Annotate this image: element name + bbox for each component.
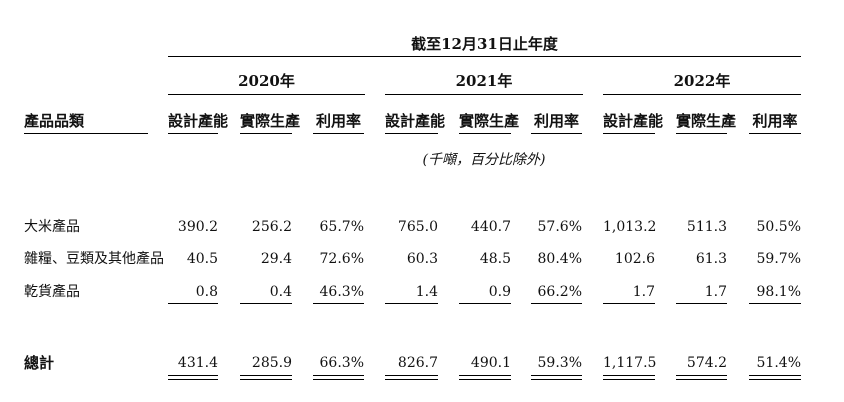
subtotal-underline <box>676 303 727 304</box>
year-header-2020: 2020年 <box>238 72 295 90</box>
column-header: 實際生產 <box>676 112 737 130</box>
total-cell: 574.2 <box>686 355 727 371</box>
total-cell: 51.4% <box>756 355 801 371</box>
subtotal-underline <box>531 303 582 304</box>
column-header-underline <box>240 133 292 134</box>
table-cell: 390.2 <box>177 219 218 235</box>
table-cell: 0.8 <box>195 284 218 300</box>
column-header: 設計產能 <box>603 112 664 130</box>
category-header-underline <box>24 133 148 134</box>
column-header: 實際生產 <box>459 112 520 130</box>
table-cell: 511.3 <box>686 219 727 235</box>
column-header-underline <box>531 133 582 134</box>
subtotal-underline <box>385 303 438 304</box>
total-cell: 826.7 <box>397 355 438 371</box>
total-double-underline <box>676 375 727 380</box>
column-header: 利用率 <box>752 112 798 130</box>
total-label: 總計 <box>24 354 55 372</box>
column-header-underline <box>676 133 727 134</box>
year-header-2021: 2021年 <box>455 72 513 90</box>
subtotal-underline <box>168 303 218 304</box>
table-cell: 48.5 <box>479 251 511 267</box>
table-cell: 1.7 <box>632 284 655 300</box>
column-header: 利用率 <box>533 112 579 130</box>
year-underline-2021 <box>385 94 583 95</box>
column-header: 設計產能 <box>385 112 446 130</box>
unit-note: (千噸，百分比除外) <box>422 152 546 168</box>
total-cell: 285.9 <box>251 355 292 371</box>
table-cell: 440.7 <box>470 219 511 235</box>
column-header-underline <box>603 133 655 134</box>
column-header-underline <box>385 133 438 134</box>
year-underline-2020 <box>168 94 365 95</box>
table-cell: 60.3 <box>406 251 438 267</box>
table-cell: 66.2% <box>537 284 582 300</box>
total-double-underline <box>313 375 364 380</box>
total-double-underline <box>603 375 655 380</box>
table-title: 截至12月31日止年度 <box>411 35 558 53</box>
total-cell: 490.1 <box>470 355 511 371</box>
title-underline <box>168 56 801 57</box>
column-header-underline <box>459 133 511 134</box>
year-header-2022: 2022年 <box>673 72 731 90</box>
total-cell: 66.3% <box>319 355 364 371</box>
column-header: 實際生產 <box>240 112 301 130</box>
year-underline-2022 <box>603 94 801 95</box>
table-cell: 29.4 <box>260 251 292 267</box>
table-cell: 40.5 <box>186 251 218 267</box>
table-cell: 50.5% <box>756 219 801 235</box>
column-header-underline <box>168 133 218 134</box>
subtotal-underline <box>603 303 655 304</box>
column-header-underline <box>313 133 364 134</box>
subtotal-underline <box>240 303 292 304</box>
table-cell: 57.6% <box>537 219 582 235</box>
category-header: 產品品類 <box>24 112 85 130</box>
table-cell: 46.3% <box>319 284 364 300</box>
total-double-underline <box>459 375 511 380</box>
subtotal-underline <box>313 303 364 304</box>
column-header-underline <box>749 133 801 134</box>
total-double-underline <box>749 375 801 380</box>
column-header: 設計產能 <box>168 112 229 130</box>
total-cell: 431.4 <box>177 355 218 371</box>
table-cell: 1,013.2 <box>603 219 657 235</box>
table-cell: 80.4% <box>537 251 582 267</box>
table-cell: 102.6 <box>614 251 655 267</box>
total-double-underline <box>168 375 218 380</box>
table-cell: 72.6% <box>319 251 364 267</box>
table-cell: 61.3 <box>695 251 727 267</box>
table-cell: 1.4 <box>415 284 438 300</box>
table-cell: 59.7% <box>756 251 801 267</box>
row-label: 大米產品 <box>24 219 80 235</box>
row-label: 乾貨產品 <box>24 284 80 300</box>
total-double-underline <box>385 375 438 380</box>
row-label: 雜糧、豆類及其他產品 <box>24 251 164 267</box>
table-cell: 65.7% <box>319 219 364 235</box>
table-cell: 765.0 <box>397 219 438 235</box>
total-double-underline <box>240 375 292 380</box>
subtotal-underline <box>749 303 801 304</box>
total-double-underline <box>531 375 582 380</box>
table-cell: 0.4 <box>269 284 292 300</box>
table-cell: 1.7 <box>704 284 727 300</box>
column-header: 利用率 <box>315 112 361 130</box>
table-cell: 0.9 <box>488 284 511 300</box>
total-cell: 59.3% <box>537 355 582 371</box>
table-cell: 256.2 <box>251 219 292 235</box>
table-cell: 98.1% <box>756 284 801 300</box>
subtotal-underline <box>459 303 511 304</box>
total-cell: 1,117.5 <box>603 355 657 371</box>
